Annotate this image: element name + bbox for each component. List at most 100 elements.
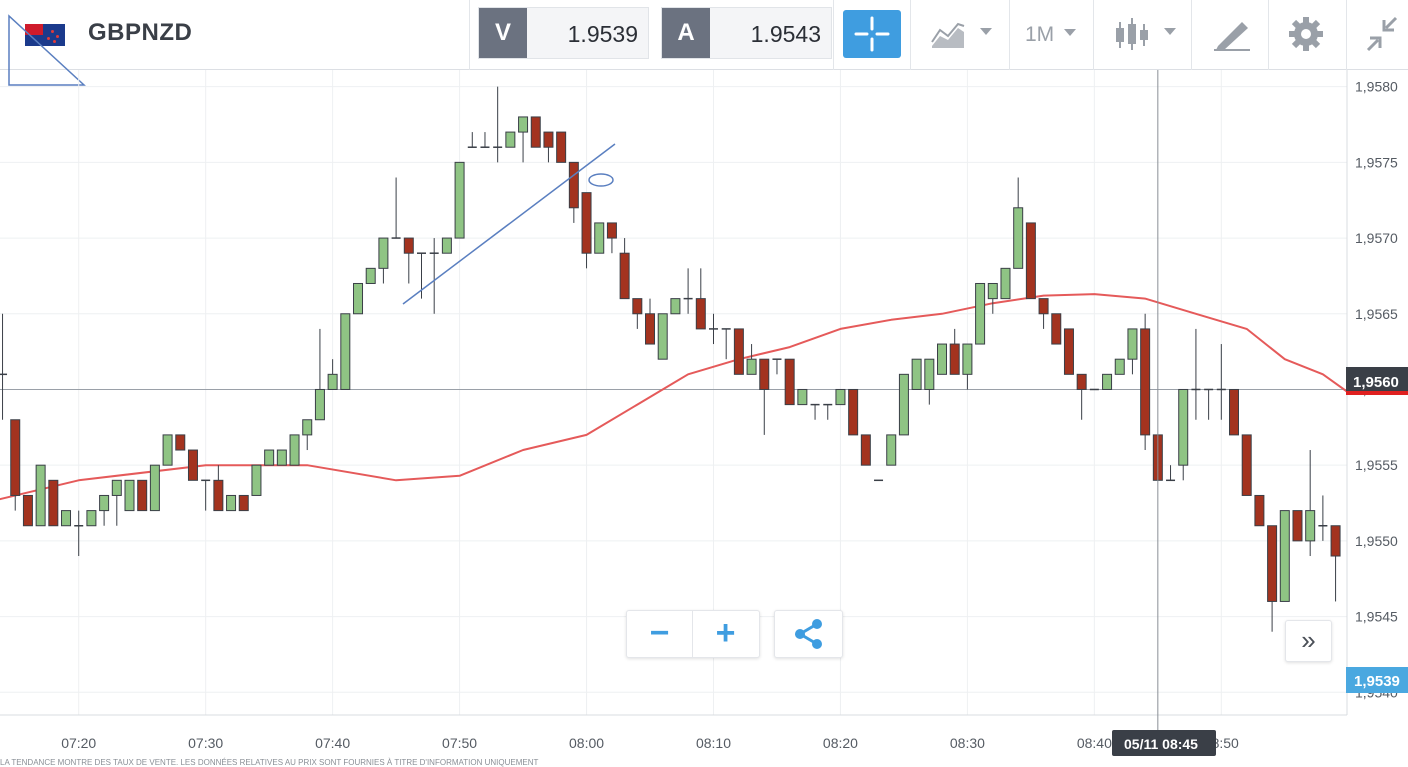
candle	[1063, 328, 1074, 375]
candle	[226, 494, 237, 512]
candle	[403, 237, 414, 284]
chart-type-button[interactable]	[928, 16, 998, 52]
buy-price: 1.9543	[750, 21, 821, 47]
candle	[1076, 373, 1087, 420]
candle	[898, 373, 909, 436]
candle	[1038, 298, 1049, 329]
chart-toolbar: GBPNZD V 1.9539 A 1.9543 1M	[0, 0, 1408, 70]
candle	[1140, 313, 1151, 451]
candle	[1318, 495, 1328, 541]
candle	[1204, 388, 1214, 420]
candle-style-button[interactable]	[1112, 16, 1182, 52]
y-tick-label: 1,9560	[1355, 381, 1398, 397]
crosshair-icon	[854, 16, 890, 52]
candle	[797, 388, 808, 406]
ellipse-drawing[interactable]	[588, 173, 614, 187]
candle	[530, 116, 541, 148]
candle	[1279, 510, 1290, 602]
candle	[632, 298, 643, 329]
chevron-down-icon	[1164, 28, 1176, 35]
candle	[695, 268, 706, 330]
candle	[467, 132, 477, 148]
sell-price-box[interactable]: V 1.9539	[478, 7, 649, 59]
candle	[238, 494, 249, 512]
candle	[1114, 358, 1125, 375]
candle	[111, 479, 122, 526]
candle	[810, 403, 820, 420]
gear-icon	[1289, 17, 1323, 51]
candle	[975, 282, 986, 345]
candle	[886, 434, 897, 466]
candle	[22, 494, 33, 527]
y-tick-label: 1,9555	[1355, 457, 1398, 473]
candle	[543, 131, 554, 163]
candle	[201, 479, 211, 511]
candle	[1102, 373, 1113, 390]
candle	[556, 131, 567, 163]
candle	[86, 510, 97, 527]
candle	[1013, 177, 1024, 269]
candle	[645, 298, 656, 345]
y-tick-label: 1,9540	[1355, 684, 1398, 700]
y-tick-label: 1,9580	[1355, 79, 1398, 95]
candle	[251, 464, 262, 496]
candle	[289, 434, 300, 466]
drawing-triangle[interactable]	[8, 14, 86, 86]
x-tick-label: 07:40	[315, 735, 350, 751]
scroll-to-latest-button[interactable]: »	[1285, 620, 1332, 662]
zoom-out-button[interactable]: −	[649, 614, 670, 652]
candle	[733, 328, 744, 375]
candle	[365, 267, 376, 284]
share-button[interactable]	[774, 610, 843, 658]
candle	[568, 161, 579, 223]
candle	[949, 328, 960, 375]
buy-label: A	[662, 8, 710, 58]
candle	[327, 359, 338, 390]
candle	[1305, 450, 1316, 557]
candle	[987, 282, 998, 314]
y-tick-label: 1,9550	[1355, 533, 1398, 549]
candle	[784, 358, 795, 406]
y-tick-label: 1,9575	[1355, 154, 1398, 170]
candle	[670, 298, 681, 315]
trend-line-drawing[interactable]	[402, 143, 616, 305]
candle	[264, 449, 275, 466]
candle	[1025, 222, 1036, 300]
candle	[0, 313, 8, 420]
candle	[149, 464, 160, 512]
candle	[581, 192, 592, 269]
sell-price: 1.9539	[567, 21, 638, 47]
y-tick-label: 1,9570	[1355, 230, 1398, 246]
candle	[835, 388, 846, 406]
collapse-arrows-icon	[1366, 16, 1398, 52]
x-tick-label: 08:50	[1204, 735, 1239, 751]
candle	[162, 434, 173, 466]
candle	[848, 388, 859, 436]
candle	[1241, 434, 1252, 496]
buy-price-box[interactable]: A 1.9543	[661, 7, 832, 59]
moving-average-line	[0, 293, 1349, 501]
x-tick-label: 08:00	[569, 735, 604, 751]
candle	[314, 328, 325, 421]
candle	[772, 358, 782, 375]
x-tick-label: 08:30	[950, 735, 985, 751]
candle	[454, 161, 465, 239]
zoom-in-button[interactable]: +	[715, 614, 736, 652]
candle	[911, 358, 922, 390]
candle	[1166, 465, 1176, 482]
crosshair-button[interactable]	[843, 10, 901, 58]
candle	[1267, 525, 1278, 632]
zoom-controls: − +	[626, 610, 760, 658]
collapse-button[interactable]	[1364, 16, 1400, 52]
candlestick-icon	[1116, 18, 1148, 50]
settings-button[interactable]	[1288, 16, 1328, 52]
x-tick-label: 08:40	[1077, 735, 1112, 751]
sell-label: V	[479, 8, 527, 58]
drawing-tools-button[interactable]	[1212, 16, 1252, 52]
x-tick-label: 08:10	[696, 735, 731, 751]
candle	[1127, 328, 1138, 375]
x-tick-label: 08:20	[823, 735, 858, 751]
candle	[61, 510, 72, 527]
candle	[962, 343, 973, 390]
